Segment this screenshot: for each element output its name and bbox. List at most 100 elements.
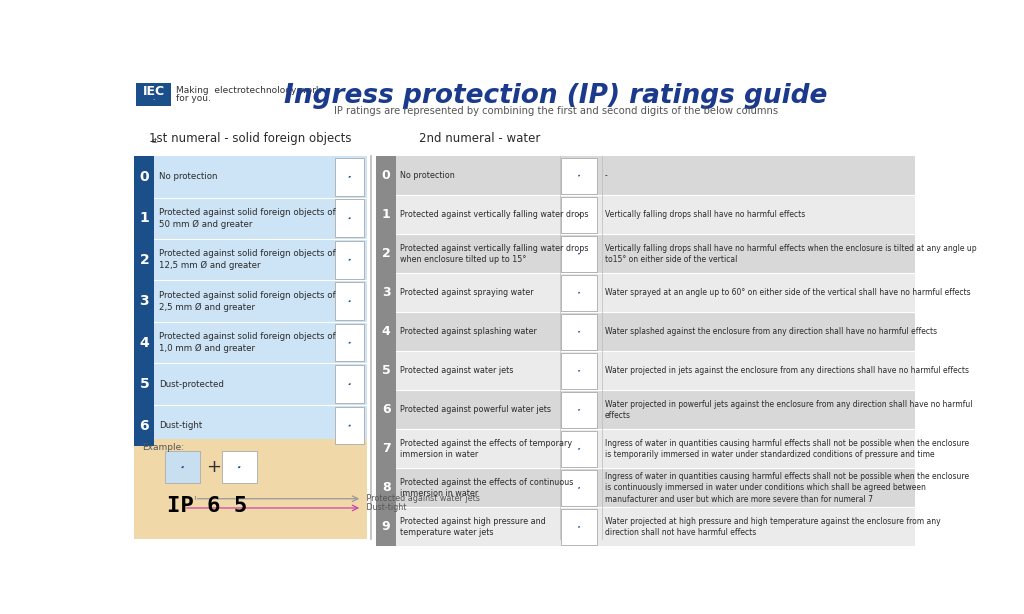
Polygon shape bbox=[578, 521, 581, 533]
Text: 2: 2 bbox=[382, 247, 390, 260]
Bar bbox=[134, 239, 155, 281]
Polygon shape bbox=[237, 459, 242, 475]
Bar bbox=[561, 314, 597, 350]
Text: 3: 3 bbox=[139, 294, 150, 308]
Bar bbox=[376, 273, 396, 313]
Bar bbox=[561, 392, 597, 428]
Text: IP ratings are represented by combining the first and second digits of the below: IP ratings are represented by combining … bbox=[334, 106, 778, 116]
Text: Making  electrotechnology work: Making electrotechnology work bbox=[176, 86, 322, 95]
Bar bbox=[134, 198, 155, 239]
Polygon shape bbox=[578, 443, 581, 455]
Text: IEC: IEC bbox=[142, 85, 165, 98]
Bar bbox=[376, 468, 396, 507]
Text: 5: 5 bbox=[382, 364, 390, 377]
Text: Protected against solid foreign objects of
50 mm Ø and greater: Protected against solid foreign objects … bbox=[159, 208, 336, 228]
Bar bbox=[376, 391, 396, 429]
Text: 4: 4 bbox=[139, 336, 150, 350]
Bar bbox=[376, 507, 915, 546]
Bar bbox=[376, 273, 915, 313]
Bar bbox=[335, 241, 365, 279]
Text: Protected against solid foreign objects of
12,5 mm Ø and greater: Protected against solid foreign objects … bbox=[159, 249, 336, 270]
Text: Water projected in jets against the enclosure from any directions shall have no : Water projected in jets against the encl… bbox=[604, 367, 969, 375]
Polygon shape bbox=[180, 459, 184, 475]
Bar bbox=[376, 156, 396, 195]
Text: 2: 2 bbox=[139, 253, 150, 266]
Bar bbox=[335, 407, 365, 445]
Bar bbox=[561, 509, 597, 545]
Polygon shape bbox=[348, 294, 351, 308]
Text: 1st numeral - solid foreign objects: 1st numeral - solid foreign objects bbox=[150, 132, 351, 146]
Text: Dust-tight: Dust-tight bbox=[159, 421, 203, 430]
Text: Water projected in powerful jets against the enclosure from any direction shall : Water projected in powerful jets against… bbox=[604, 400, 972, 420]
Bar bbox=[376, 234, 915, 273]
Bar bbox=[376, 429, 396, 468]
Bar bbox=[335, 365, 365, 403]
Text: Protected against splashing water: Protected against splashing water bbox=[400, 327, 537, 336]
Bar bbox=[165, 451, 200, 483]
Bar bbox=[376, 195, 396, 234]
Text: IP 6 5: IP 6 5 bbox=[167, 495, 247, 516]
Bar bbox=[376, 313, 915, 351]
Bar bbox=[561, 274, 597, 311]
Bar bbox=[134, 156, 155, 198]
Bar bbox=[134, 438, 367, 538]
Text: 1: 1 bbox=[139, 211, 150, 225]
Text: 3: 3 bbox=[382, 286, 390, 299]
Bar bbox=[134, 281, 155, 322]
Text: Protected against powerful water jets: Protected against powerful water jets bbox=[400, 405, 551, 414]
Text: Example:: Example: bbox=[142, 443, 184, 453]
Polygon shape bbox=[348, 419, 351, 432]
Text: Protected against vertically falling water drops
when enclosure tilted up to 15°: Protected against vertically falling wat… bbox=[400, 244, 589, 264]
Text: Protected against the effects of temporary
immersion in water: Protected against the effects of tempora… bbox=[400, 439, 572, 459]
Text: Water projected at high pressure and high temperature against the enclosure from: Water projected at high pressure and hig… bbox=[604, 517, 940, 537]
Bar bbox=[222, 451, 257, 483]
Bar bbox=[134, 363, 155, 405]
Text: 6: 6 bbox=[139, 419, 150, 433]
Text: Ingress protection (IP) ratings guide: Ingress protection (IP) ratings guide bbox=[284, 83, 827, 109]
Text: Protected against the effects of continuous
immersion in water: Protected against the effects of continu… bbox=[400, 478, 573, 498]
Text: Water splashed against the enclosure from any direction shall have no harmful ef: Water splashed against the enclosure fro… bbox=[604, 327, 937, 336]
Text: 2nd numeral - water: 2nd numeral - water bbox=[419, 132, 540, 146]
Text: st: st bbox=[152, 138, 158, 144]
Bar bbox=[335, 324, 365, 362]
Text: Dust-tight: Dust-tight bbox=[364, 503, 406, 513]
Text: Protected against water jets: Protected against water jets bbox=[364, 494, 479, 503]
Text: 0: 0 bbox=[139, 170, 150, 184]
Polygon shape bbox=[578, 403, 581, 416]
Text: Protected against solid foreign objects of
2,5 mm Ø and greater: Protected against solid foreign objects … bbox=[159, 291, 336, 311]
Bar bbox=[376, 507, 396, 546]
Text: Vertically falling drops shall have no harmful effects when the enclosure is til: Vertically falling drops shall have no h… bbox=[604, 244, 976, 264]
Polygon shape bbox=[578, 169, 581, 182]
Text: 0: 0 bbox=[382, 169, 390, 182]
Text: Dust-protected: Dust-protected bbox=[159, 379, 224, 389]
Bar bbox=[376, 391, 915, 429]
Text: Protected against high pressure and
temperature water jets: Protected against high pressure and temp… bbox=[400, 517, 546, 537]
Bar bbox=[376, 234, 396, 273]
Bar bbox=[335, 158, 365, 196]
Text: 4: 4 bbox=[382, 325, 390, 338]
Polygon shape bbox=[578, 209, 581, 221]
Bar bbox=[561, 236, 597, 271]
Bar bbox=[134, 405, 155, 446]
Bar bbox=[376, 156, 915, 195]
Text: 8: 8 bbox=[382, 481, 390, 494]
Bar bbox=[376, 351, 396, 391]
Text: Water sprayed at an angle up to 60° on either side of the vertical shall have no: Water sprayed at an angle up to 60° on e… bbox=[604, 288, 971, 297]
Text: 5: 5 bbox=[139, 377, 150, 391]
Bar bbox=[376, 429, 915, 468]
Bar bbox=[136, 83, 171, 106]
Bar bbox=[376, 468, 915, 507]
Polygon shape bbox=[578, 287, 581, 299]
Text: Protected against solid foreign objects of
1,0 mm Ø and greater: Protected against solid foreign objects … bbox=[159, 332, 336, 353]
Bar bbox=[376, 313, 396, 351]
Bar bbox=[335, 282, 365, 320]
Text: ·: · bbox=[153, 97, 155, 103]
Bar bbox=[561, 431, 597, 467]
Bar bbox=[335, 200, 365, 237]
Text: Ingress of water in quantities causing harmful effects shall not be possible whe: Ingress of water in quantities causing h… bbox=[604, 439, 969, 459]
Text: for you.: for you. bbox=[176, 94, 211, 103]
Polygon shape bbox=[578, 365, 581, 377]
Text: Protected against spraying water: Protected against spraying water bbox=[400, 288, 534, 297]
Polygon shape bbox=[578, 325, 581, 338]
Text: Protected against vertically falling water drops: Protected against vertically falling wat… bbox=[400, 210, 589, 219]
